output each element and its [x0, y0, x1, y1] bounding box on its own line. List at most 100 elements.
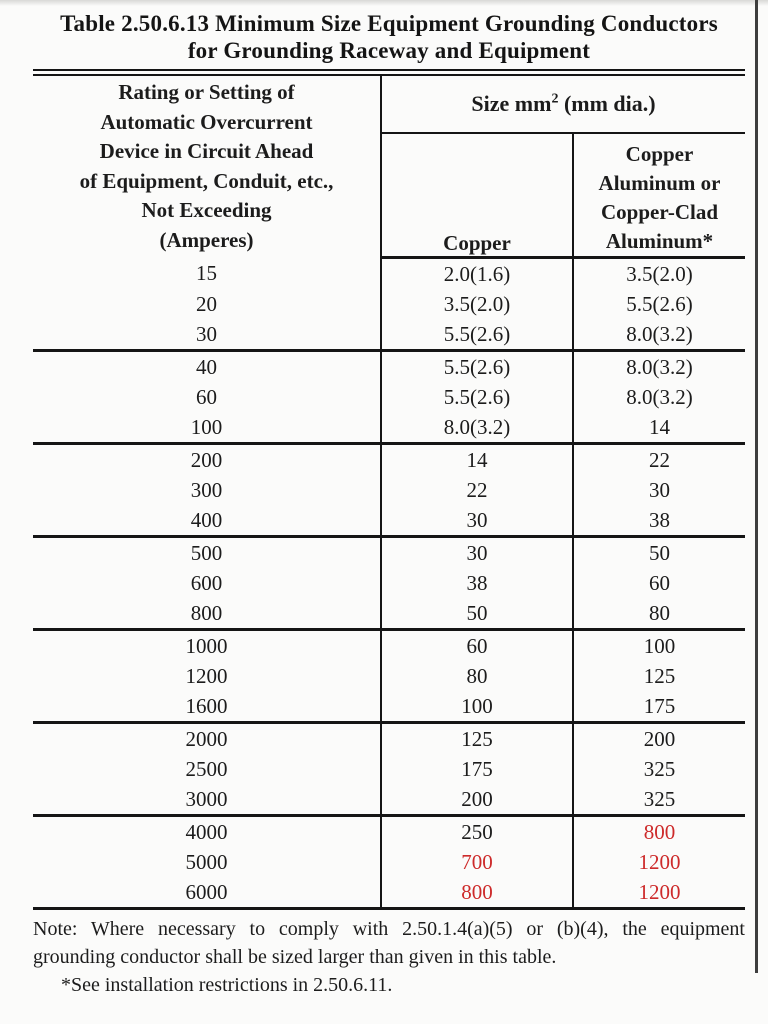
col1-header-line: of Equipment, Conduit, etc.,	[79, 168, 334, 193]
table-row: 1200 80 125	[33, 661, 745, 691]
table-row: 600 38 60	[33, 568, 745, 598]
cell-amperes: 2000	[33, 721, 382, 754]
cell-amperes: 1200	[33, 661, 382, 691]
table-row: 500 30 50	[33, 535, 745, 568]
cell-aluminum: 3.5(2.0)	[626, 261, 693, 286]
copper-column-header: Copper	[381, 133, 574, 259]
table-row: 3000 200 325	[33, 784, 745, 816]
cell-copper: 175	[381, 754, 574, 784]
col1-header: Rating or Setting of Automatic Overcurre…	[33, 76, 382, 258]
cell-amperes: 3000	[33, 784, 382, 816]
cell-copper: 30	[381, 535, 574, 568]
cell-aluminum: 22	[573, 442, 745, 475]
asterisk-note: *See installation restrictions in 2.50.6…	[61, 974, 393, 996]
cell-amperes: 100	[33, 412, 382, 444]
cell-aluminum: 50	[573, 535, 745, 568]
cell-aluminum: 1200	[638, 849, 681, 874]
cell-aluminum: 800	[573, 814, 745, 847]
cell-aluminum: 80	[649, 600, 670, 625]
cell-amperes: 5000	[33, 847, 382, 877]
aluminum-header-line: Copper-Clad	[600, 200, 719, 224]
cell-aluminum: 175	[643, 693, 676, 718]
col1-header-line: Device in Circuit Ahead	[99, 139, 314, 164]
table-row: 300 22 30	[33, 475, 745, 505]
note-line2: grounding conductor shall be sized large…	[33, 946, 557, 968]
cell-copper: 22	[381, 475, 574, 505]
aluminum-column-header: Copper Aluminum or Copper-Clad Aluminum*	[573, 133, 745, 259]
size-header-suffix: (mm dia.)	[558, 91, 656, 116]
col1-header-line: (Amperes)	[159, 227, 254, 252]
table-row: 100 8.0(3.2) 14	[33, 412, 745, 444]
title-double-rule	[33, 69, 745, 76]
document-page: Table 2.50.6.13 Minimum Size Equipment G…	[33, 10, 745, 999]
cell-copper: 38	[381, 568, 574, 598]
aluminum-header-line: Copper	[625, 142, 694, 166]
table-notes: Note: Where necessary to comply with 2.5…	[33, 915, 745, 999]
table-row: 1000 60 100	[33, 628, 745, 661]
cell-amperes: 800	[33, 598, 382, 630]
cell-copper: 30	[381, 505, 574, 537]
table-row: 4000 250 800	[33, 814, 745, 847]
table-title-line2: for Grounding Raceway and Equipment	[187, 38, 591, 63]
cell-amperes: 1000	[33, 628, 382, 661]
cell-copper: 5.5(2.6)	[381, 382, 574, 412]
scan-shade-top	[0, 0, 768, 6]
cell-amperes: 15	[33, 257, 382, 289]
cell-amperes: 600	[33, 568, 382, 598]
cell-amperes: 200	[33, 442, 382, 475]
cell-aluminum: 200	[573, 721, 745, 754]
table-row: 20 3.5(2.0) 5.5(2.6)	[33, 289, 745, 319]
table-row: 60 5.5(2.6) 8.0(3.2)	[33, 382, 745, 412]
cell-copper: 250	[381, 814, 574, 847]
cell-aluminum: 325	[643, 786, 676, 811]
table-row: 1600 100 175	[33, 691, 745, 723]
table-row: 6000 800 1200	[33, 877, 745, 909]
cell-copper: 5.5(2.6)	[381, 349, 574, 382]
table-row: 5000 700 1200	[33, 847, 745, 877]
cell-aluminum: 8.0(3.2)	[626, 384, 693, 409]
cell-copper: 80	[381, 661, 574, 691]
cell-copper: 100	[381, 691, 574, 723]
cell-aluminum: 8.0(3.2)	[626, 321, 693, 346]
size-header-superscript: 2	[551, 91, 559, 107]
cell-aluminum: 325	[643, 756, 676, 781]
cell-amperes: 20	[33, 289, 382, 319]
size-header: Size mm2 (mm dia.)	[381, 76, 745, 134]
cell-copper: 8.0(3.2)	[381, 412, 574, 444]
cell-amperes: 4000	[33, 814, 382, 847]
table-row: 2000 125 200	[33, 721, 745, 754]
cell-aluminum: 14	[649, 414, 670, 439]
table-title-line1: Table 2.50.6.13 Minimum Size Equipment G…	[60, 11, 718, 36]
table-row: 800 50 80	[33, 598, 745, 630]
col1-header-line: Rating or Setting of	[118, 80, 295, 105]
cell-copper: 3.5(2.0)	[381, 289, 574, 319]
table-row: 15 2.0(1.6) 3.5(2.0)	[33, 257, 745, 289]
cell-copper: 125	[381, 721, 574, 754]
table-row: 30 5.5(2.6) 8.0(3.2)	[33, 319, 745, 351]
cell-amperes: 30	[33, 319, 382, 351]
cell-aluminum: 100	[573, 628, 745, 661]
cell-copper: 50	[381, 598, 574, 630]
cell-amperes: 60	[33, 382, 382, 412]
cell-aluminum: 30	[649, 477, 670, 502]
table-row: 400 30 38	[33, 505, 745, 537]
cell-aluminum: 5.5(2.6)	[626, 291, 693, 316]
cell-copper: 2.0(1.6)	[381, 257, 574, 289]
cell-amperes: 1600	[33, 691, 382, 723]
cell-copper: 5.5(2.6)	[381, 319, 574, 351]
cell-copper: 14	[381, 442, 574, 475]
table-row: 40 5.5(2.6) 8.0(3.2)	[33, 349, 745, 382]
cell-aluminum: 8.0(3.2)	[573, 349, 745, 382]
grounding-conductor-table: Rating or Setting of Automatic Overcurre…	[33, 76, 745, 910]
cell-aluminum: 125	[643, 663, 676, 688]
cell-aluminum: 60	[649, 570, 670, 595]
table-row: 200 14 22	[33, 442, 745, 475]
cell-amperes: 2500	[33, 754, 382, 784]
col1-header-line: Not Exceeding	[141, 198, 272, 223]
cell-amperes: 300	[33, 475, 382, 505]
page-border-line	[755, 0, 758, 973]
cell-copper: 800	[381, 877, 574, 909]
cell-copper: 200	[381, 784, 574, 816]
table-row: 2500 175 325	[33, 754, 745, 784]
cell-aluminum: 38	[649, 507, 670, 532]
